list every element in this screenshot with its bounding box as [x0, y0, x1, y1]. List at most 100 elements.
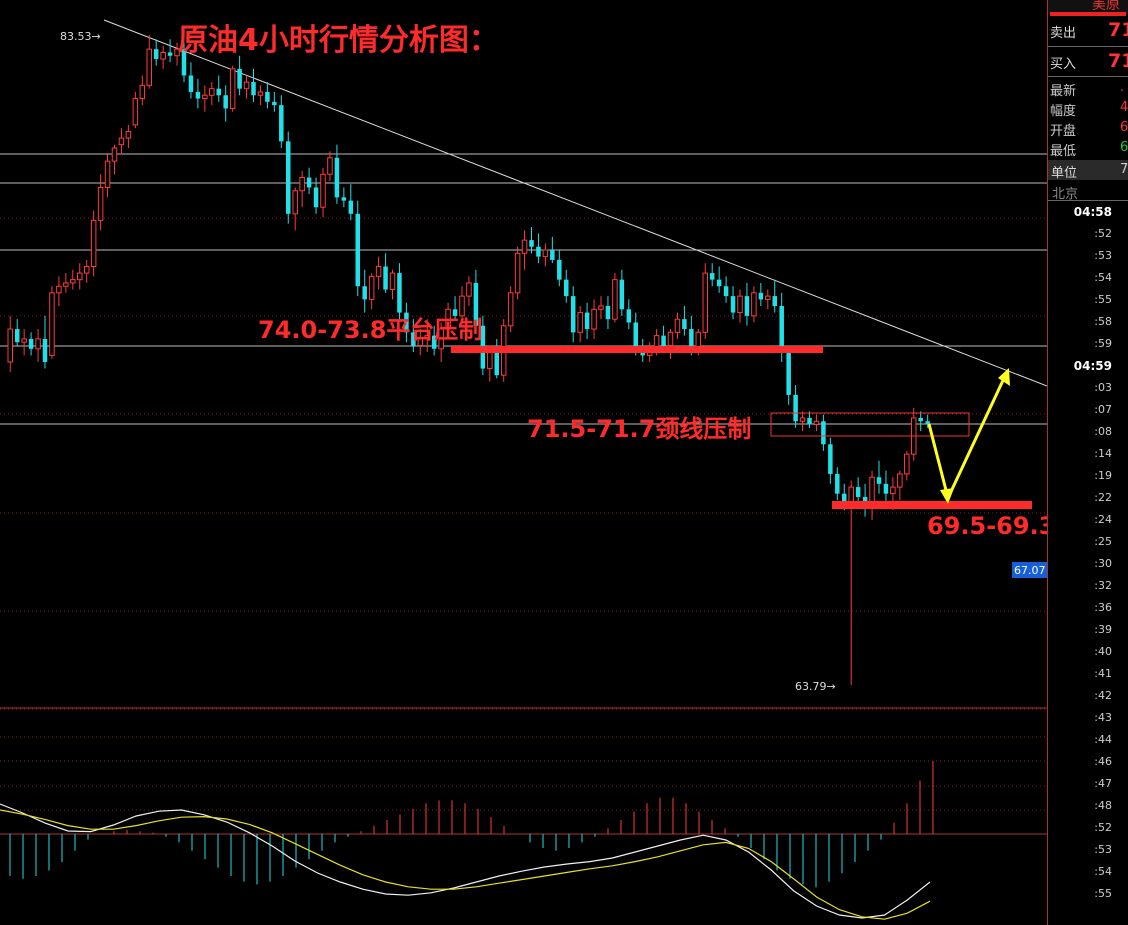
candle [209, 82, 215, 106]
stat-row: 开盘 6 [1050, 120, 1128, 140]
candle-body [341, 197, 347, 201]
candle-body [542, 249, 549, 258]
candle-body [709, 273, 715, 280]
time-item: :03 [1094, 381, 1112, 394]
candle [97, 174, 104, 231]
candle [56, 276, 62, 306]
candle [35, 329, 41, 362]
time-item: :32 [1094, 579, 1112, 592]
candle [299, 170, 305, 208]
stat-label: 幅度 [1050, 104, 1077, 119]
candle-body [104, 160, 111, 188]
candle-body [821, 421, 826, 445]
time-item: :25 [1094, 535, 1112, 548]
candle [709, 263, 715, 287]
neckline-box [770, 412, 970, 437]
candle-body [97, 186, 104, 221]
candle [904, 450, 910, 481]
candle [195, 78, 201, 109]
stat-value: 4 [1120, 100, 1128, 115]
candle [758, 282, 764, 306]
quote-label: 买入 [1050, 57, 1077, 72]
candle-body [7, 328, 13, 363]
candle-body [730, 296, 736, 313]
candle [674, 312, 681, 339]
candle [181, 42, 187, 83]
separator [1048, 200, 1128, 201]
candle-body [125, 130, 132, 139]
candle [626, 299, 632, 330]
time-item: :55 [1094, 887, 1112, 900]
candle-body [507, 292, 514, 327]
candle-body [139, 84, 146, 100]
candle [876, 460, 882, 494]
candle-body [765, 295, 771, 300]
candle-body [160, 51, 166, 60]
candle-body [570, 296, 576, 333]
candle-body [223, 95, 228, 109]
separator [1048, 46, 1128, 47]
candle-body [257, 91, 264, 96]
candle [229, 65, 236, 112]
candle [550, 236, 555, 264]
chart-title: 原油4小时行情分析图： [178, 23, 499, 58]
candle-body [751, 292, 757, 317]
quote-panel: 美原 卖出 71 买入 71 最新. 幅度 4 开盘 6 最低 6 单位 7 北京 04:5… [1047, 0, 1128, 925]
candle [598, 296, 604, 320]
candle [202, 85, 208, 112]
candle [911, 408, 917, 461]
candle-body [146, 48, 152, 86]
candle [188, 62, 194, 99]
stat-value: . [1120, 80, 1125, 95]
candle-body [598, 305, 604, 310]
candle [883, 470, 889, 504]
candle-body [772, 296, 777, 306]
candle [591, 299, 597, 339]
candle-body [417, 338, 424, 347]
candle-body [21, 338, 27, 343]
candle [146, 35, 152, 89]
grid-lines [0, 153, 1047, 835]
candle [279, 95, 284, 148]
time-item: :36 [1094, 601, 1112, 614]
candle-body [77, 272, 83, 281]
time-item: 04:58 [1073, 205, 1112, 219]
unit-row: 单位 7 [1048, 160, 1128, 181]
candle-body [35, 338, 41, 350]
time-item: :58 [1094, 315, 1112, 328]
candle [494, 338, 499, 379]
candle [243, 75, 250, 99]
time-item: :24 [1094, 513, 1112, 526]
current-price-tag [1012, 562, 1047, 578]
candle [411, 319, 416, 353]
time-item: :53 [1094, 249, 1112, 262]
candle-body [265, 91, 270, 102]
panel-header-bar [1050, 12, 1126, 16]
candle-body [758, 292, 764, 300]
candle [514, 246, 521, 300]
candle-body [28, 338, 34, 349]
candle-body [667, 331, 674, 347]
time-item: :54 [1094, 271, 1112, 284]
candle-body [404, 312, 409, 333]
candle [49, 286, 55, 359]
candle [570, 286, 576, 343]
candle [251, 68, 256, 102]
candle-body [786, 352, 791, 395]
candle-body [855, 487, 861, 497]
candle-body [459, 295, 465, 317]
time-item: :48 [1094, 799, 1112, 812]
candle-body [251, 82, 256, 96]
candle-body [320, 173, 326, 208]
candle-body [521, 239, 528, 254]
candle-body [445, 308, 451, 330]
candle [542, 243, 549, 267]
candle-body [49, 292, 55, 356]
candle [383, 253, 388, 293]
candle-body [674, 318, 681, 333]
candle [765, 289, 771, 310]
time-item: :54 [1094, 865, 1112, 878]
candle [265, 82, 270, 109]
candle [21, 329, 27, 356]
candle [536, 233, 541, 264]
